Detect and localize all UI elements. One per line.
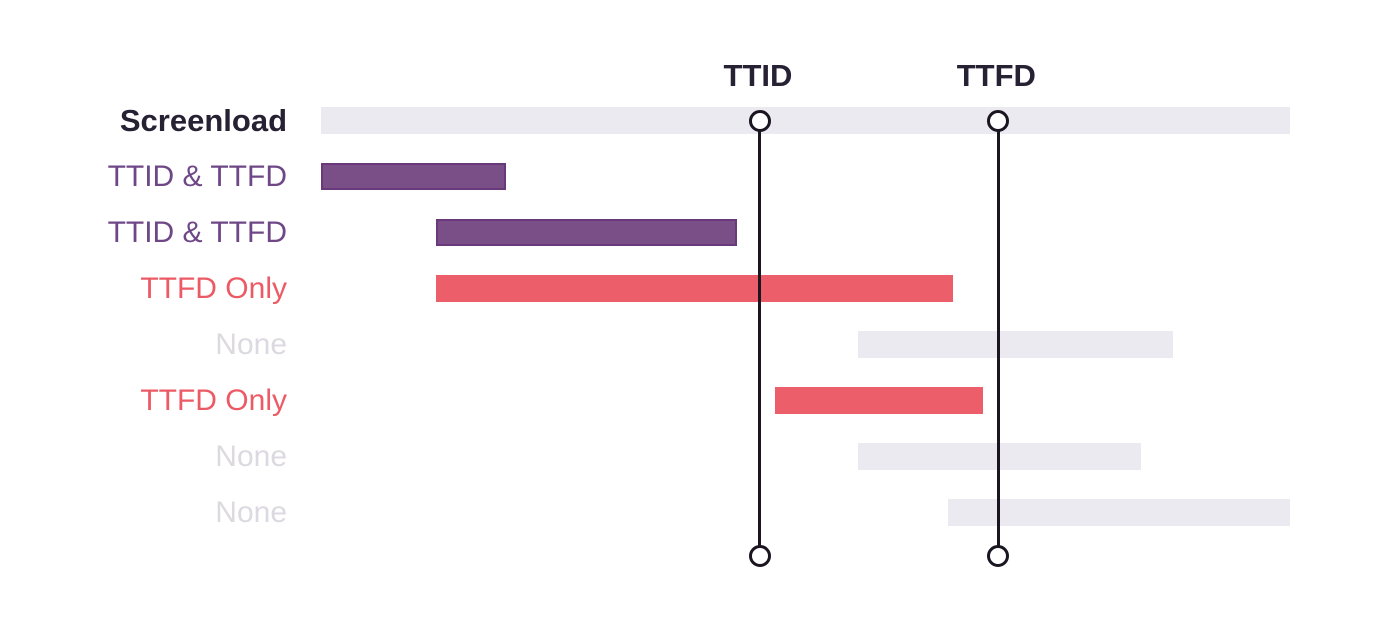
span-bar-ttid_and_ttfd xyxy=(321,163,507,190)
row-label-none: None xyxy=(215,327,287,361)
ttfd-marker-label: TTFD xyxy=(956,58,1036,93)
row-label-none: None xyxy=(215,495,287,529)
row-label-screenload: Screenload xyxy=(119,102,287,138)
span-bar-ttfd_only xyxy=(775,387,983,414)
ttid-marker-circle-bottom xyxy=(748,545,771,567)
ttfd-marker-line xyxy=(996,121,1000,556)
row-label-ttid_and_ttfd: TTID & TTFD xyxy=(107,159,287,193)
ttid-marker-line xyxy=(758,121,762,556)
ttid-marker-circle-top xyxy=(748,110,771,132)
row-label-ttid_and_ttfd: TTID & TTFD xyxy=(107,215,287,249)
span-bar-ttfd_only xyxy=(436,275,953,302)
ttfd-marker-circle-bottom xyxy=(987,545,1010,567)
row-label-ttfd_only: TTFD Only xyxy=(140,271,287,305)
span-bar-screenload xyxy=(321,107,1290,134)
row-label-ttfd_only: TTFD Only xyxy=(140,383,287,417)
span-bar-none xyxy=(857,331,1173,358)
ttid-marker-label: TTID xyxy=(723,58,793,93)
ttfd-marker-circle-top xyxy=(987,110,1010,132)
span-bar-ttid_and_ttfd xyxy=(436,219,737,246)
row-label-none: None xyxy=(215,439,287,473)
span-bar-none xyxy=(947,499,1290,526)
